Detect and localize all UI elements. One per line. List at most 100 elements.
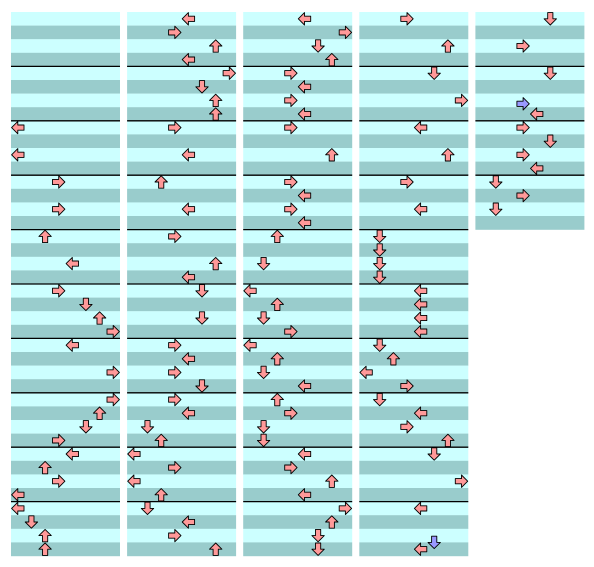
- step-note: [181, 52, 196, 67]
- beat-stripe: [127, 80, 237, 94]
- beat-stripe: [127, 134, 237, 149]
- beat-stripe: [127, 188, 237, 203]
- beat-stripe: [127, 52, 237, 67]
- beat-stripe: [359, 52, 469, 67]
- beat-stripe: [11, 148, 120, 162]
- step-note: [11, 148, 25, 162]
- step-note: [441, 433, 455, 448]
- beat-stripe: [243, 216, 353, 230]
- beat-stripe: [11, 12, 120, 26]
- step-note: [79, 297, 93, 312]
- beat-stripe: [243, 528, 353, 543]
- step-note: [373, 270, 387, 284]
- beat-stripe: [127, 352, 237, 366]
- beat-stripe: [359, 134, 469, 149]
- step-note: [489, 175, 503, 189]
- step-note: [209, 542, 223, 556]
- beat-stripe: [243, 297, 353, 312]
- beat-stripe: [359, 420, 469, 434]
- step-note: [284, 324, 298, 339]
- step-note: [441, 148, 455, 162]
- beat-stripe: [243, 379, 353, 393]
- beat-stripe: [11, 433, 120, 448]
- step-note: [325, 515, 339, 529]
- step-note: [297, 447, 312, 461]
- beat-stripe: [475, 202, 585, 217]
- beat-stripe: [127, 324, 237, 339]
- beat-stripe: [11, 447, 120, 461]
- step-note: [195, 311, 209, 325]
- beat-stripe: [11, 80, 120, 94]
- step-note: [11, 501, 25, 516]
- step-note: [168, 229, 182, 244]
- beat-stripe: [243, 188, 353, 203]
- beat-stripe: [127, 542, 237, 557]
- beat-stripe: [243, 284, 353, 298]
- beat-stripe: [11, 488, 120, 502]
- beat-stripe: [359, 542, 469, 557]
- step-note: [270, 297, 284, 312]
- step-note: [413, 284, 428, 298]
- step-note: [168, 25, 182, 40]
- beat-stripe: [243, 12, 353, 26]
- beat-stripe: [243, 39, 353, 53]
- beat-stripe: [243, 406, 353, 421]
- step-note: [338, 501, 353, 516]
- chart-column: [475, 12, 585, 230]
- step-note: [195, 284, 209, 298]
- chart-column: [359, 12, 469, 557]
- beat-stripe: [243, 25, 353, 40]
- step-note: [209, 39, 223, 53]
- step-note: [168, 338, 182, 352]
- step-note: [516, 39, 530, 53]
- beat-stripe: [243, 134, 353, 149]
- beat-stripe: [243, 420, 353, 434]
- step-note: [400, 379, 414, 393]
- beat-stripe: [127, 474, 237, 489]
- step-note: [270, 392, 284, 407]
- beat-stripe: [359, 175, 469, 189]
- step-note: [297, 188, 312, 203]
- beat-stripe: [359, 406, 469, 421]
- step-note: [325, 148, 339, 162]
- beat-stripe: [11, 420, 120, 434]
- beat-stripe: [475, 161, 585, 176]
- beat-stripe: [359, 365, 469, 380]
- step-note: [168, 120, 182, 135]
- step-note: [52, 284, 66, 298]
- beat-stripe: [127, 392, 237, 407]
- beat-stripe: [127, 311, 237, 325]
- beat-stripe: [243, 202, 353, 217]
- step-note: [38, 460, 52, 475]
- beat-stripe: [127, 93, 237, 108]
- step-note: [154, 433, 168, 448]
- beat-stripe: [127, 420, 237, 434]
- beat-stripe: [11, 243, 120, 257]
- beat-stripe: [127, 202, 237, 217]
- beat-stripe: [243, 501, 353, 516]
- beat-stripe: [243, 474, 353, 489]
- beat-stripe: [243, 460, 353, 475]
- step-note: [284, 93, 298, 108]
- beat-stripe: [243, 175, 353, 189]
- step-note: [359, 365, 373, 380]
- step-note: [168, 392, 182, 407]
- step-note: [413, 406, 428, 420]
- step-note: [52, 433, 66, 448]
- step-note: [106, 365, 120, 380]
- beat-stripe: [475, 107, 585, 121]
- beat-stripe: [475, 12, 585, 26]
- beat-stripe: [243, 270, 353, 285]
- beat-stripe: [359, 447, 469, 461]
- beat-stripe: [243, 447, 353, 461]
- beat-stripe: [127, 12, 237, 26]
- beat-stripe: [475, 120, 585, 135]
- beat-stripe: [359, 460, 469, 475]
- step-note: [181, 202, 196, 216]
- step-note: [413, 120, 428, 135]
- beat-stripe: [127, 515, 237, 529]
- beat-stripe: [127, 528, 237, 543]
- step-note: [256, 420, 271, 434]
- step-note: [106, 324, 120, 339]
- beat-stripe: [359, 216, 469, 230]
